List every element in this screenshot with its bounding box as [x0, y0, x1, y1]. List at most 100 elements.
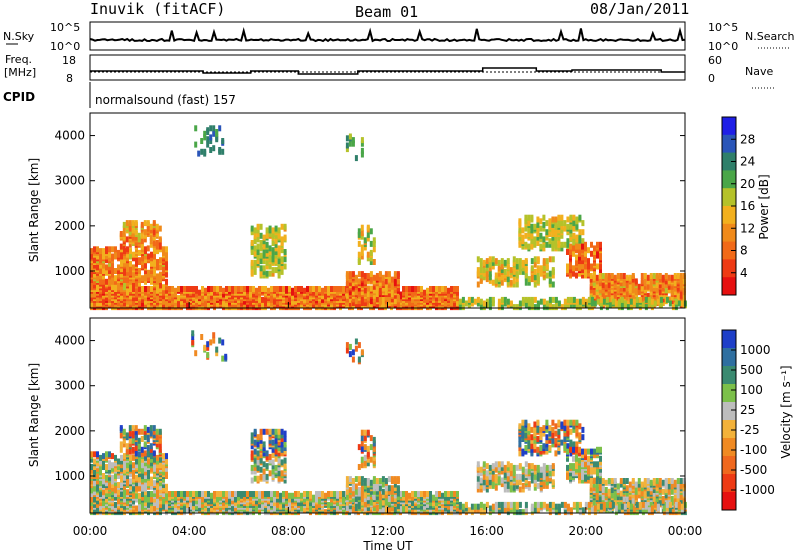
heatmap-cell — [629, 298, 633, 305]
heatmap-cell — [268, 428, 272, 435]
heatmap-cell — [572, 270, 575, 277]
heatmap-cell — [171, 491, 174, 497]
heatmap-cell — [114, 253, 117, 260]
heatmap-cell — [93, 291, 96, 298]
heatmap-cell — [506, 263, 510, 270]
heatmap-cell — [613, 274, 617, 281]
heatmap-cell — [393, 481, 397, 488]
heatmap-cell — [578, 243, 581, 250]
heatmap-cell — [500, 267, 504, 274]
heatmap-cell — [265, 227, 269, 234]
heatmap-cell — [114, 284, 117, 291]
heatmap-cell — [482, 300, 486, 307]
heatmap-cell — [274, 267, 278, 274]
heatmap-cell — [390, 291, 394, 297]
heatmap-cell — [542, 236, 546, 243]
heatmap-cell — [102, 473, 105, 479]
heatmap-cell — [153, 260, 156, 267]
heatmap-cell — [279, 298, 282, 305]
heatmap-cell — [396, 485, 400, 492]
heatmap-cell — [381, 506, 385, 513]
heatmap-cell — [252, 302, 255, 309]
heatmap-cell — [131, 231, 135, 237]
heatmap-cell — [291, 496, 294, 503]
heatmap-cell — [243, 304, 246, 311]
heatmap-cell — [141, 304, 144, 311]
heatmap-cell — [259, 258, 263, 265]
heatmap-cell — [533, 261, 537, 268]
heatmap-cell — [93, 255, 96, 262]
heatmap-cell — [414, 286, 417, 292]
heatmap-cell — [150, 251, 153, 258]
heatmap-cell — [120, 491, 123, 497]
heatmap-cell — [255, 491, 258, 497]
heatmap-cell — [159, 304, 162, 311]
heatmap-cell — [345, 280, 349, 287]
heatmap-cell — [262, 247, 266, 254]
heatmap-cell — [153, 248, 156, 255]
heatmap-cell — [596, 263, 599, 270]
heatmap-cell — [268, 254, 272, 261]
heatmap-cell — [450, 509, 453, 516]
heatmap-cell — [521, 259, 525, 266]
heatmap-cell — [456, 295, 459, 302]
heatmap-cell — [384, 271, 388, 278]
heatmap-cell — [354, 301, 358, 308]
heatmap-cell — [253, 457, 257, 464]
heatmap-cell — [560, 245, 564, 252]
heatmap-cell — [277, 470, 281, 477]
heatmap-cell — [150, 480, 153, 487]
heatmap-cell — [569, 252, 572, 259]
heatmap-cell — [456, 491, 459, 497]
heatmap-cell — [360, 435, 364, 442]
heatmap-cell — [315, 491, 318, 497]
heatmap-cell — [249, 491, 252, 497]
heatmap-cell — [435, 491, 438, 497]
heatmap-cell — [646, 292, 650, 299]
heatmap-cell — [270, 507, 273, 514]
heatmap-cell — [503, 296, 507, 303]
heatmap-cell — [680, 300, 684, 307]
heatmap-cell — [259, 270, 263, 277]
heatmap-cell — [165, 284, 168, 291]
heatmap-cell — [99, 257, 102, 264]
heatmap-cell — [381, 476, 385, 483]
heatmap-cell — [141, 255, 144, 262]
heatmap-cell — [253, 268, 257, 275]
heatmap-cell — [381, 488, 385, 495]
heatmap-cell — [542, 258, 546, 265]
heatmap-cell — [144, 286, 147, 292]
heatmap-cell — [384, 488, 388, 495]
heatmap-cell — [259, 434, 263, 441]
heatmap-cell — [283, 430, 287, 437]
heatmap-cell — [138, 485, 141, 492]
heatmap-cell — [617, 302, 621, 309]
heatmap-cell — [234, 491, 237, 497]
heatmap-cell — [610, 273, 614, 279]
heatmap-cell — [252, 286, 255, 292]
heatmap-cell — [396, 278, 400, 285]
heatmap-cell — [123, 282, 126, 289]
heatmap-cell — [363, 483, 367, 490]
heatmap-cell — [336, 505, 339, 512]
heatmap-cell — [132, 277, 135, 283]
heatmap-cell — [165, 251, 168, 258]
heatmap-cell — [122, 428, 126, 435]
heatmap-cell — [441, 509, 444, 516]
heatmap-cell — [432, 286, 435, 292]
heatmap-cell — [613, 282, 617, 288]
heatmap-cell — [218, 125, 222, 132]
heatmap-cell — [264, 286, 267, 292]
heatmap-cell — [195, 286, 198, 292]
heatmap-cell — [209, 125, 213, 132]
heatmap-cell — [637, 283, 641, 290]
heatmap-cell — [168, 286, 171, 292]
heatmap-cell — [381, 481, 385, 488]
heatmap-cell — [132, 462, 135, 469]
heatmap-cell — [123, 266, 126, 273]
heatmap-cell — [262, 445, 266, 451]
heatmap-cell — [273, 496, 276, 503]
heatmap-cell — [453, 491, 456, 497]
heatmap-cell — [135, 255, 138, 262]
heatmap-cell — [159, 498, 162, 505]
